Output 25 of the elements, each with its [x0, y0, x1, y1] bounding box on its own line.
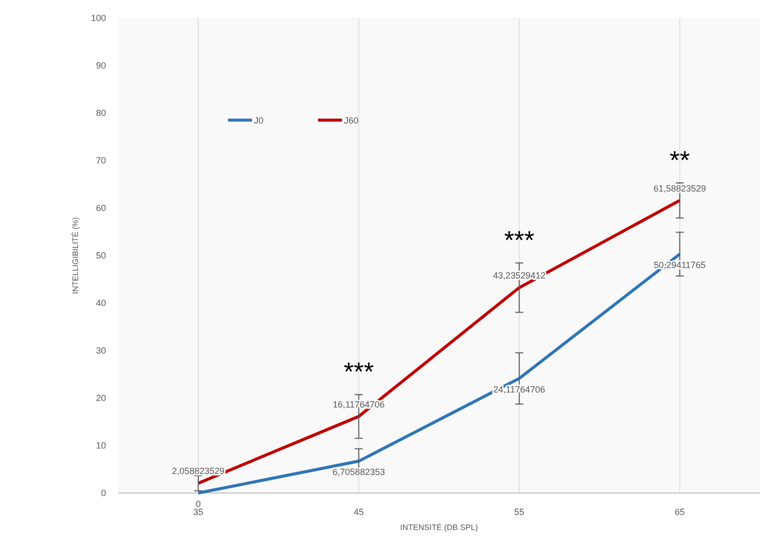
y-tick-label: 80	[96, 108, 106, 118]
y-tick-label: 50	[96, 250, 106, 261]
y-tick-label: 60	[96, 203, 106, 214]
x-tick-label: 35	[193, 507, 204, 517]
legend-label: J0	[254, 115, 264, 126]
y-tick-label: 10	[96, 440, 106, 451]
y-axis-title: INTELLIGIBILITÉ (%)	[71, 216, 80, 294]
annotation: ***	[344, 356, 374, 387]
x-tick-label: 55	[514, 507, 524, 517]
x-tick-label: 45	[354, 507, 364, 517]
x-axis-title: INTENSITÉ (DB SPL)	[400, 523, 478, 532]
annotation: **	[670, 144, 690, 175]
y-tick-label: 70	[96, 156, 106, 166]
data-label: 6,705882353	[332, 467, 386, 478]
y-tick-label: 30	[96, 346, 106, 356]
legend-label: J60	[344, 115, 359, 126]
x-tick-label: 65	[674, 507, 685, 517]
y-tick-label: 100	[90, 13, 106, 24]
y-tick-label: 40	[96, 298, 106, 308]
annotation: ***	[504, 224, 534, 255]
y-tick-label: 90	[96, 60, 106, 71]
data-label: 2,058823529	[172, 466, 225, 476]
y-tick-label: 0	[100, 488, 106, 498]
y-tick-label: 20	[96, 393, 106, 404]
data-label: 0	[196, 499, 201, 509]
